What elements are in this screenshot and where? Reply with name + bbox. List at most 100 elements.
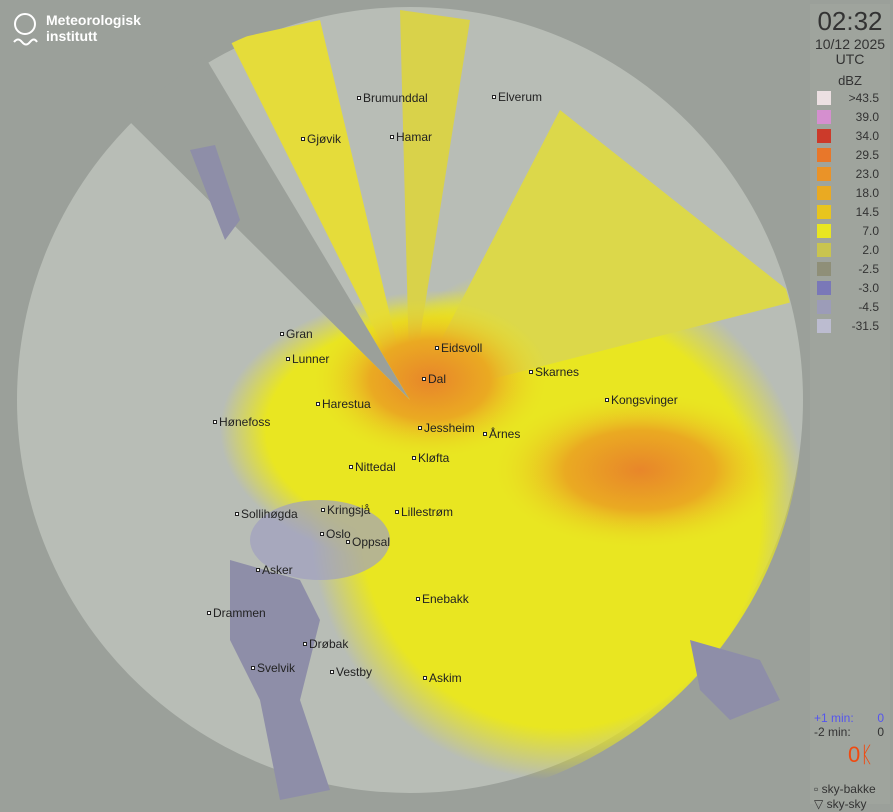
city-name: Svelvik [257, 661, 296, 675]
key-cloud: sky-sky [826, 797, 867, 811]
city-label: Vestby [330, 665, 372, 679]
lightning-stats: +1 min: 0 -2 min: 0 [810, 711, 888, 739]
city-label: Oppsal [346, 535, 390, 549]
city-marker-icon [251, 666, 255, 670]
city-marker-icon [605, 398, 609, 402]
legend-swatch [817, 109, 831, 124]
legend-value: 39.0 [855, 109, 879, 124]
city-name: Elverum [498, 90, 543, 104]
city-name: Vestby [336, 665, 373, 679]
city-name: Jessheim [424, 421, 475, 435]
legend-item: -2.5 [810, 259, 890, 278]
city-marker-icon [435, 346, 439, 350]
legend-panel: 02:32 10/12 2025 UTC dBZ >43.5 39.0 34.0 29… [810, 4, 890, 811]
city-label: Lillestrøm [395, 505, 453, 519]
city-marker-icon [280, 332, 284, 336]
timezone: UTC [835, 51, 865, 67]
plus1-label: +1 min: [814, 711, 854, 725]
city-marker-icon [320, 532, 324, 536]
legend-swatch [817, 90, 831, 105]
city-name: Årnes [489, 427, 521, 441]
legend-value: -3.0 [858, 280, 879, 295]
legend-item: 2.0 [810, 240, 890, 259]
city-name: Kløfta [418, 451, 450, 465]
legend-item: 23.0 [810, 164, 890, 183]
symbol-key: ▫ sky-bakke ▽ sky-sky [814, 782, 876, 812]
triangle-icon: ▽ [814, 797, 827, 811]
city-marker-icon [301, 137, 305, 141]
met-logo: Meteorologisk institutt [12, 12, 141, 46]
met-logo-icon [13, 13, 38, 46]
city-marker-icon [303, 642, 307, 646]
legend-item: 14.5 [810, 202, 890, 221]
city-name: Enebakk [422, 592, 469, 606]
city-label: Drøbak [303, 637, 348, 651]
city-marker-icon [286, 357, 290, 361]
city-name: Lunner [292, 352, 330, 366]
city-name: Oslo [326, 527, 351, 541]
legend-item: -3.0 [810, 278, 890, 297]
city-marker-icon [321, 508, 325, 512]
city-label: Harestua [316, 397, 371, 411]
city-label: Nittedal [349, 460, 396, 474]
legend-swatch [817, 299, 831, 314]
city-name: Oppsal [352, 535, 391, 549]
city-marker-icon [207, 611, 211, 615]
legend-item: 39.0 [810, 107, 890, 126]
city-label: Dal [422, 372, 446, 386]
city-label: Eidsvoll [435, 341, 482, 355]
legend-item: -31.5 [810, 316, 890, 335]
unit-label: dBZ [838, 73, 862, 88]
city-marker-icon [412, 456, 416, 460]
legend-swatch [817, 204, 831, 219]
plus1-value: 0 [877, 711, 884, 725]
city-marker-icon [418, 426, 422, 430]
legend-item: 7.0 [810, 221, 890, 240]
minus2-value: 0 [877, 725, 884, 739]
city-marker-icon [422, 377, 426, 381]
city-name: Dal [428, 372, 447, 386]
legend-value: 2.0 [862, 242, 879, 257]
minus2-label: -2 min: [814, 725, 851, 739]
precipitation [220, 10, 804, 780]
city-marker-icon [423, 676, 427, 680]
city-marker-icon [416, 597, 420, 601]
legend-swatch [817, 166, 831, 181]
legend-value: 34.0 [855, 128, 879, 143]
city-marker-icon [316, 402, 320, 406]
logo-text-line2: institutt [46, 28, 98, 44]
legend-swatch [817, 128, 831, 143]
city-name: Drøbak [309, 637, 349, 651]
city-label: Kongsvinger [605, 393, 678, 407]
legend-swatch [817, 318, 831, 333]
city-name: Harestua [322, 397, 371, 411]
city-label: Kløfta [412, 451, 449, 465]
city-label: Asker [256, 563, 293, 577]
legend-swatch [817, 147, 831, 162]
city-marker-icon [483, 432, 487, 436]
legend-value: -2.5 [858, 261, 879, 276]
color-legend: >43.5 39.0 34.0 29.5 23.0 18.0 14.5 7.0 2.0 -2.5 -… [810, 88, 890, 335]
legend-swatch [817, 242, 831, 257]
city-name: Sollihøgda [241, 507, 298, 521]
lightning-count: 0 [848, 742, 861, 767]
city-name: Kongsvinger [611, 393, 678, 407]
city-label: Enebakk [416, 592, 469, 606]
city-name: Kringsjå [327, 503, 371, 517]
legend-item: >43.5 [810, 88, 890, 107]
city-name: Gran [286, 327, 313, 341]
legend-value: 7.0 [862, 223, 879, 238]
city-label: Oslo [320, 527, 351, 541]
city-name: Gjøvik [307, 132, 341, 146]
legend-swatch [817, 185, 831, 200]
city-marker-icon [235, 512, 239, 516]
city-label: Gjøvik [301, 132, 341, 146]
city-name: Lillestrøm [401, 505, 454, 519]
city-marker-icon [395, 510, 399, 514]
city-label: Kringsjå [321, 503, 370, 517]
city-marker-icon [346, 540, 350, 544]
city-label: Hamar [390, 130, 432, 144]
city-marker-icon [213, 420, 217, 424]
legend-item: 29.5 [810, 145, 890, 164]
